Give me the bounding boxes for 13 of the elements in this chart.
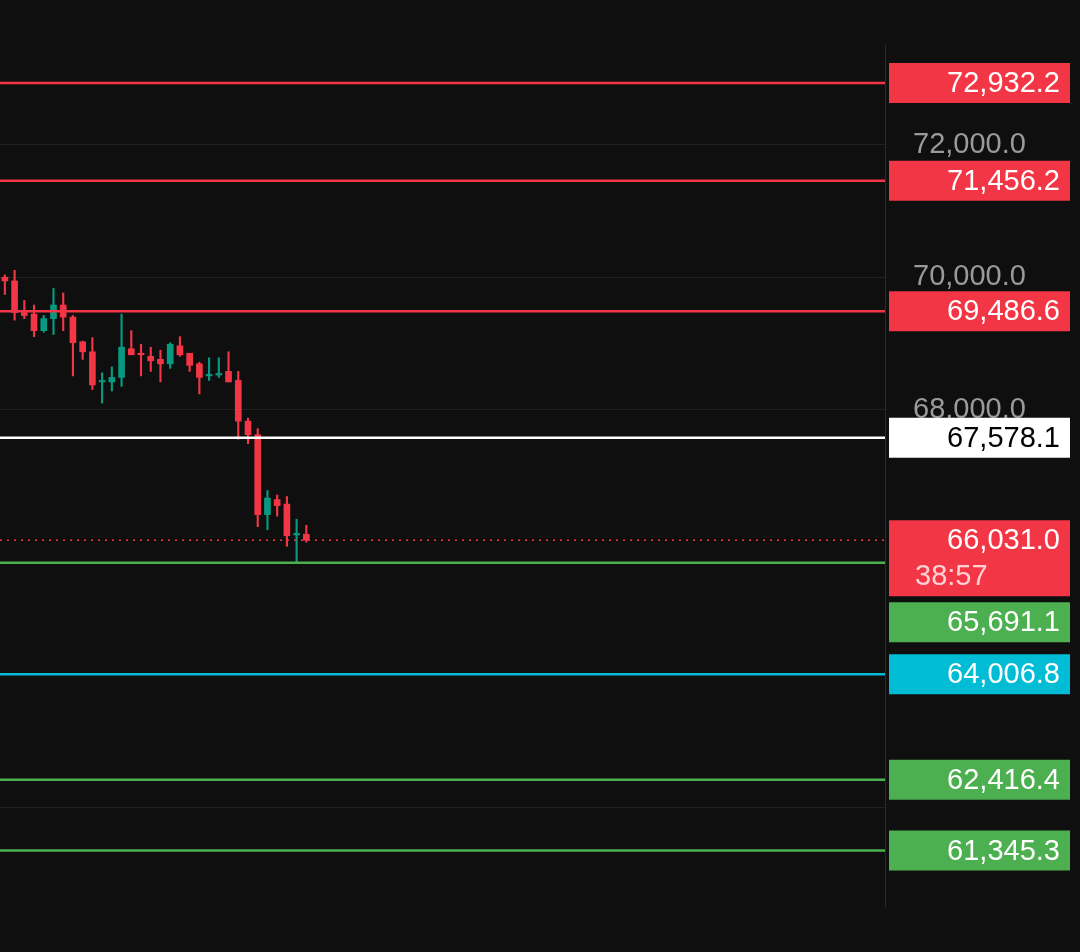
ref-line-label: 61,345.3 xyxy=(947,833,1060,866)
ref-line-label: 69,486.6 xyxy=(947,294,1060,327)
text: 38:57 xyxy=(915,559,988,592)
y-tick-label: 70,000.0 xyxy=(913,259,1026,292)
ref-line-label: 64,006.8 xyxy=(947,657,1060,690)
ref-line-label: 72,932.2 xyxy=(947,66,1060,99)
ref-line-label: 71,456.2 xyxy=(947,163,1060,196)
ref-line-label: 66,031.0 xyxy=(947,523,1060,556)
candlestick xyxy=(225,351,232,383)
candlestick xyxy=(157,349,164,383)
ref-line-label: 65,691.1 xyxy=(947,605,1060,638)
ref-line-label: 62,416.4 xyxy=(947,762,1060,795)
y-tick-label: 72,000.0 xyxy=(913,126,1026,159)
